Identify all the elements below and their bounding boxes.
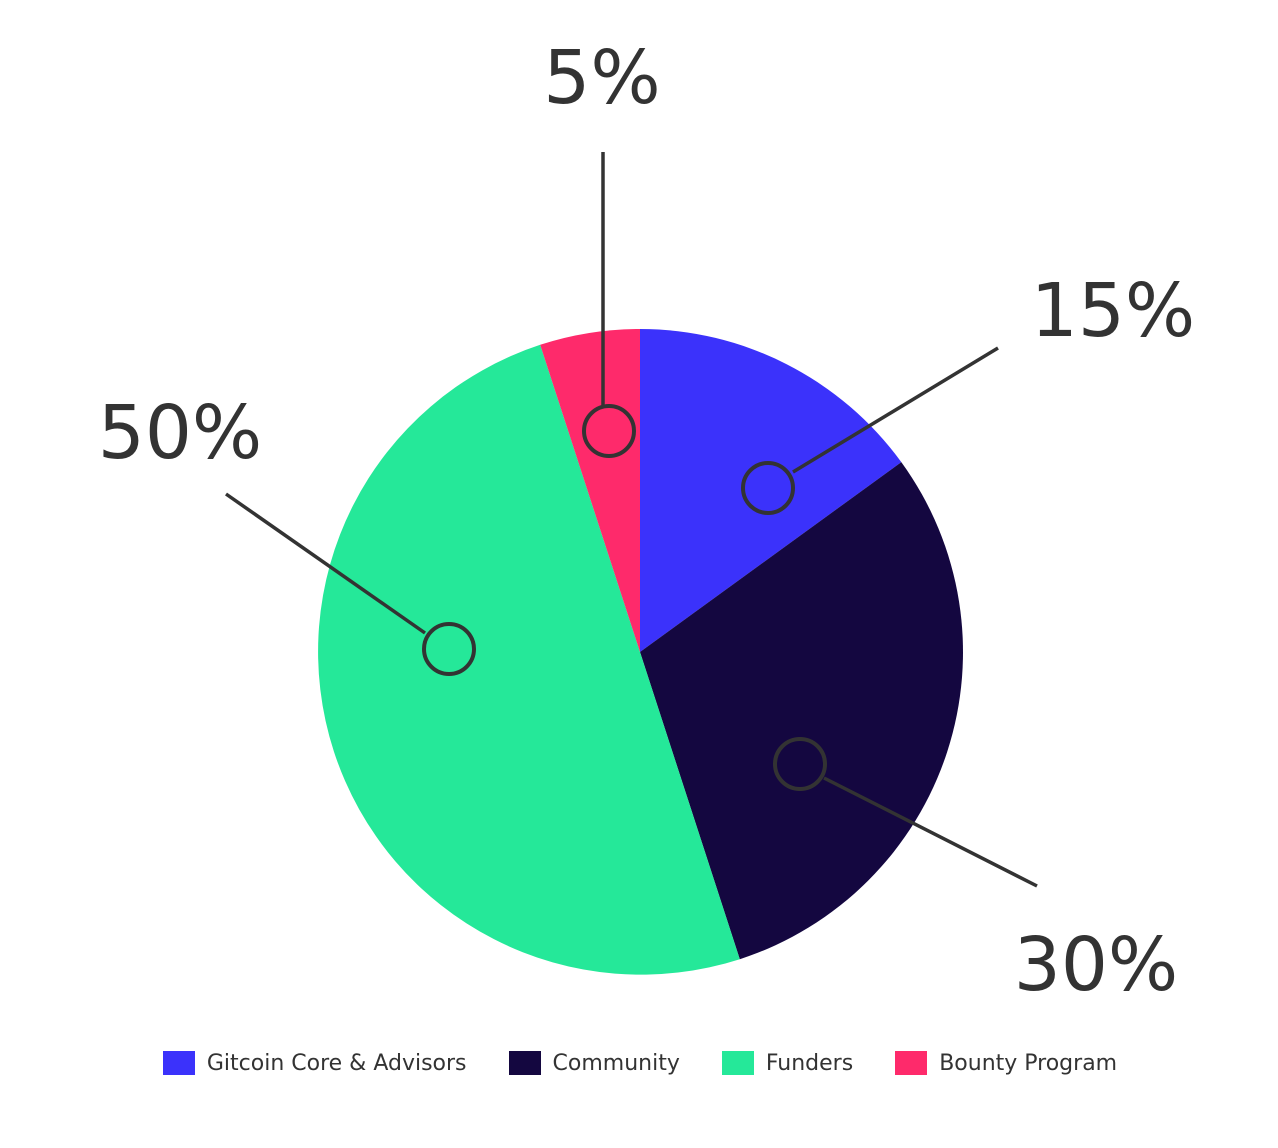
callout-line: [823, 776, 1038, 888]
legend-item-core: Gitcoin Core & Advisors: [162, 1050, 467, 1076]
callout-marker: [741, 461, 795, 515]
legend-label: Funders: [765, 1050, 854, 1076]
legend-label: Community: [552, 1050, 680, 1076]
legend-swatch: [895, 1051, 928, 1075]
pie-slice-gitcoin-core-advisors: [640, 329, 902, 652]
pie-slice-bounty-program: [540, 329, 640, 652]
callout-marker: [422, 622, 476, 676]
slice-percent-label: 50%: [98, 390, 262, 476]
callout-marker: [582, 404, 636, 458]
pie-callouts: 15% 30% 50% 5%: [98, 35, 1195, 1008]
callout-marker: [773, 737, 827, 791]
slice-percent-label: 5%: [543, 35, 660, 121]
slice-percent-label: 30%: [1014, 922, 1178, 1008]
pie-slice-community: [640, 462, 963, 960]
slice-percent-label: 15%: [1031, 268, 1195, 354]
legend-swatch: [508, 1051, 541, 1075]
legend-item-funders: Funders: [721, 1050, 854, 1076]
legend-swatch: [721, 1051, 754, 1075]
legend-label: Bounty Program: [939, 1050, 1118, 1076]
legend-swatch: [162, 1051, 195, 1075]
legend-item-community: Community: [508, 1050, 680, 1076]
legend-item-bounty: Bounty Program: [895, 1051, 1117, 1076]
legend: Gitcoin Core & Advisors Community Funder…: [0, 1043, 1278, 1083]
pie-slices: [318, 329, 963, 975]
callout-line: [224, 492, 427, 635]
legend-label: Gitcoin Core & Advisors: [206, 1050, 467, 1076]
pie-slice-funders: [318, 344, 740, 975]
callout-line: [792, 346, 999, 474]
